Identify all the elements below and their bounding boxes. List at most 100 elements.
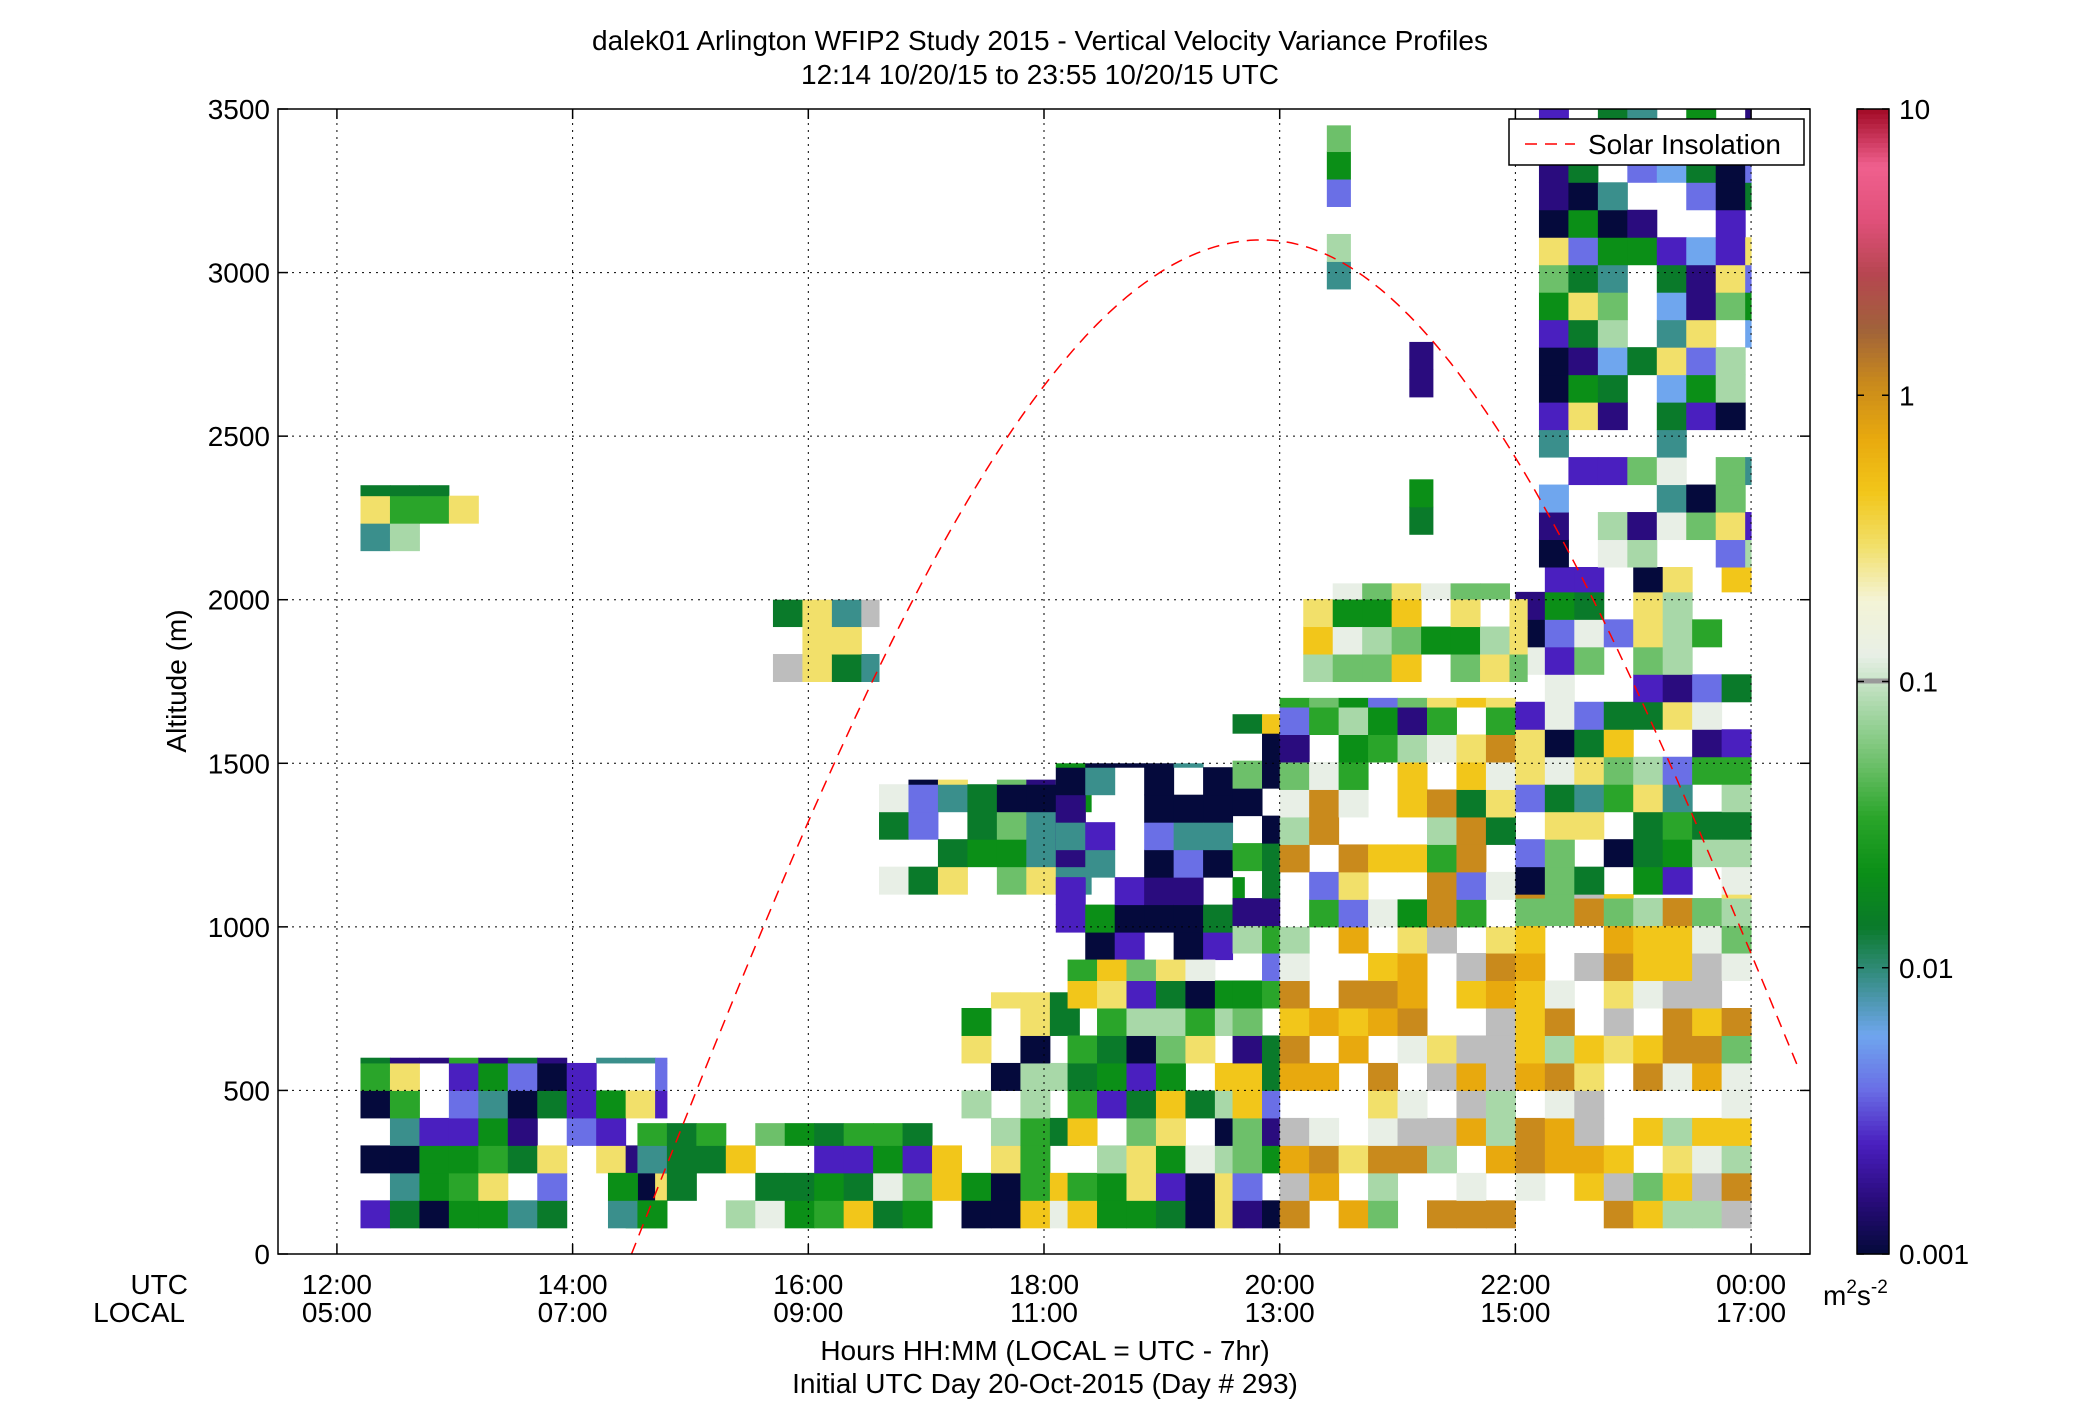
colorbar-segment xyxy=(1857,824,1889,830)
heatmap-cell xyxy=(1544,701,1575,730)
heatmap-cell xyxy=(908,811,939,840)
colorbar-segment xyxy=(1857,442,1889,449)
heatmap-cell xyxy=(1332,583,1363,600)
heatmap-cell xyxy=(1397,1090,1428,1119)
heatmap-cell xyxy=(1456,844,1487,873)
heatmap-cell xyxy=(996,811,1027,840)
heatmap-cell xyxy=(1055,794,1086,823)
heatmap-cell xyxy=(1485,1117,1516,1146)
colorbar-segment xyxy=(1857,476,1889,482)
heatmap-cell xyxy=(1627,347,1658,376)
heatmap-cell xyxy=(1603,1172,1634,1201)
heatmap-cell xyxy=(1427,926,1457,954)
heatmap-cell xyxy=(1338,761,1369,790)
heatmap-cell xyxy=(1692,811,1723,840)
heatmap-cell xyxy=(784,1123,815,1146)
heatmap-cell xyxy=(1262,733,1281,762)
heatmap-cell xyxy=(937,866,968,895)
heatmap-cell xyxy=(961,1007,992,1036)
heatmap-cell xyxy=(537,1200,568,1229)
heatmap-cell xyxy=(1338,926,1369,954)
heatmap-cell xyxy=(596,1090,627,1119)
heatmap-cell xyxy=(1603,701,1634,730)
colorbar-segment xyxy=(1857,552,1889,559)
heatmap-cell xyxy=(1097,959,1127,982)
heatmap-cell xyxy=(1026,779,1057,785)
heatmap-cell xyxy=(478,1090,509,1119)
heatmap-cell xyxy=(1185,1035,1216,1064)
heatmap-cell xyxy=(1456,1062,1487,1091)
colorbar-segment xyxy=(1857,233,1889,239)
heatmap-cell xyxy=(1515,756,1546,785)
heatmap-cell xyxy=(990,992,1021,1009)
heatmap-cell xyxy=(1662,619,1693,648)
heatmap-cell xyxy=(1262,1062,1281,1091)
colorbar-segment xyxy=(1857,213,1889,220)
heatmap-cell xyxy=(1538,292,1569,321)
heatmap-cell xyxy=(1662,591,1693,620)
heatmap-cell xyxy=(1338,871,1369,900)
heatmap-cell xyxy=(1338,1200,1369,1229)
heatmap-cell xyxy=(1368,1172,1399,1201)
heatmap-cell xyxy=(1203,822,1234,851)
heatmap-cell xyxy=(1114,763,1145,768)
heatmap-cell xyxy=(1686,512,1717,541)
heatmap-cell xyxy=(1397,734,1428,763)
heatmap-cell xyxy=(1721,1062,1752,1091)
heatmap-cell xyxy=(1544,1062,1575,1091)
colorbar-segment xyxy=(1857,156,1889,163)
heatmap-cell xyxy=(1692,953,1723,982)
heatmap-cell xyxy=(1574,1117,1605,1146)
heatmap-cell xyxy=(1686,374,1717,403)
heatmap-cell xyxy=(1538,319,1569,348)
heatmap-cell xyxy=(448,1145,479,1174)
heatmap-cell xyxy=(389,523,420,552)
colorbar-segment xyxy=(1857,815,1889,821)
heatmap-cell xyxy=(1686,182,1717,211)
colorbar-segment xyxy=(1857,1020,1889,1026)
heatmap-cell xyxy=(1633,619,1664,648)
heatmap-cell xyxy=(1427,816,1457,845)
heatmap-cell xyxy=(1721,1090,1752,1119)
colorbar-segment xyxy=(1857,209,1889,215)
heatmap-cell xyxy=(1603,619,1634,648)
heatmap-cell xyxy=(419,1145,450,1174)
heatmap-cell xyxy=(1326,179,1351,207)
colorbar-segment xyxy=(1857,905,1889,912)
heatmap-cell xyxy=(1262,1117,1281,1146)
heatmap-cell xyxy=(1262,1090,1281,1119)
heatmap-cell xyxy=(1332,599,1363,628)
heatmap-cell xyxy=(1026,866,1057,895)
heatmap-cell xyxy=(566,1062,597,1091)
y-tick-label: 3000 xyxy=(208,258,270,289)
heatmap-cell xyxy=(1574,1035,1605,1064)
colorbar-segment xyxy=(1857,934,1889,940)
colorbar-segment xyxy=(1857,485,1889,492)
heatmap-cell xyxy=(1721,1172,1752,1201)
heatmap-cell xyxy=(1485,980,1516,1009)
colorbar-segment xyxy=(1857,147,1889,153)
colorbar-segment xyxy=(1857,1048,1889,1055)
heatmap-cell xyxy=(1155,1007,1186,1036)
heatmap-cell xyxy=(1568,402,1599,431)
colorbar-segment xyxy=(1857,309,1889,315)
heatmap-cell xyxy=(1427,734,1457,763)
heatmap-cell xyxy=(1656,319,1687,348)
heatmap-cell xyxy=(1485,1035,1516,1064)
colorbar-segment xyxy=(1857,285,1889,291)
heatmap-cell xyxy=(1026,839,1057,868)
heatmap-cell xyxy=(1633,1200,1664,1229)
colorbar-segment xyxy=(1857,924,1889,931)
heatmap-cell xyxy=(1397,761,1428,790)
heatmap-cell xyxy=(1450,583,1481,600)
heatmap-cell xyxy=(1309,707,1340,735)
heatmap-cell xyxy=(1085,866,1092,895)
colorbar-segment xyxy=(1857,557,1889,563)
heatmap-cell xyxy=(389,1200,420,1229)
heatmap-cell xyxy=(873,1172,904,1201)
heatmap-cell xyxy=(1279,761,1310,790)
heatmap-cell xyxy=(1574,729,1605,758)
heatmap-cell xyxy=(1515,1172,1546,1201)
heatmap-cell xyxy=(1338,980,1369,1009)
heatmap-cell xyxy=(1627,209,1658,238)
